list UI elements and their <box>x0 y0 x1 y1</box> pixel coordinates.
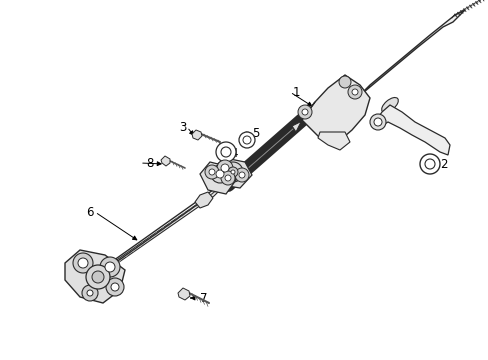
Text: 4: 4 <box>230 147 237 159</box>
Polygon shape <box>65 250 125 303</box>
Circle shape <box>227 167 238 177</box>
Polygon shape <box>221 116 306 189</box>
Circle shape <box>419 154 439 174</box>
Ellipse shape <box>381 98 398 112</box>
Circle shape <box>87 290 93 296</box>
Circle shape <box>239 172 244 178</box>
Circle shape <box>208 169 215 175</box>
Circle shape <box>92 271 104 283</box>
Circle shape <box>204 165 219 179</box>
Polygon shape <box>374 105 449 155</box>
Circle shape <box>86 265 110 289</box>
Polygon shape <box>195 192 213 208</box>
Polygon shape <box>178 288 190 300</box>
Circle shape <box>230 170 235 174</box>
Circle shape <box>243 136 250 144</box>
Text: 5: 5 <box>252 126 259 140</box>
Circle shape <box>105 262 115 272</box>
Circle shape <box>347 85 361 99</box>
Polygon shape <box>161 156 170 166</box>
Circle shape <box>210 165 228 183</box>
Circle shape <box>111 283 119 291</box>
Polygon shape <box>327 10 464 127</box>
Circle shape <box>217 160 232 176</box>
Circle shape <box>221 164 228 172</box>
Circle shape <box>302 109 307 115</box>
Circle shape <box>106 278 124 296</box>
Circle shape <box>297 105 311 119</box>
Circle shape <box>216 142 236 162</box>
Circle shape <box>373 118 381 126</box>
Polygon shape <box>209 158 251 188</box>
Polygon shape <box>192 130 202 140</box>
Circle shape <box>73 253 93 273</box>
Circle shape <box>424 159 434 169</box>
Circle shape <box>100 257 120 277</box>
Circle shape <box>78 258 88 268</box>
Circle shape <box>351 89 357 95</box>
Text: 7: 7 <box>200 292 207 305</box>
Circle shape <box>223 162 243 182</box>
Text: 8: 8 <box>146 157 153 170</box>
Circle shape <box>239 132 254 148</box>
Circle shape <box>216 170 224 178</box>
Text: 2: 2 <box>439 158 447 171</box>
Text: 1: 1 <box>292 86 299 99</box>
Text: 3: 3 <box>179 121 186 134</box>
Polygon shape <box>317 132 349 150</box>
Text: 6: 6 <box>86 206 94 219</box>
Circle shape <box>82 285 98 301</box>
Polygon shape <box>99 184 225 276</box>
Polygon shape <box>200 162 236 194</box>
Circle shape <box>221 147 230 157</box>
Polygon shape <box>302 75 369 142</box>
Circle shape <box>221 171 235 185</box>
Circle shape <box>338 76 350 88</box>
Polygon shape <box>291 102 314 132</box>
Circle shape <box>224 175 230 181</box>
Circle shape <box>235 168 248 182</box>
Circle shape <box>369 114 385 130</box>
